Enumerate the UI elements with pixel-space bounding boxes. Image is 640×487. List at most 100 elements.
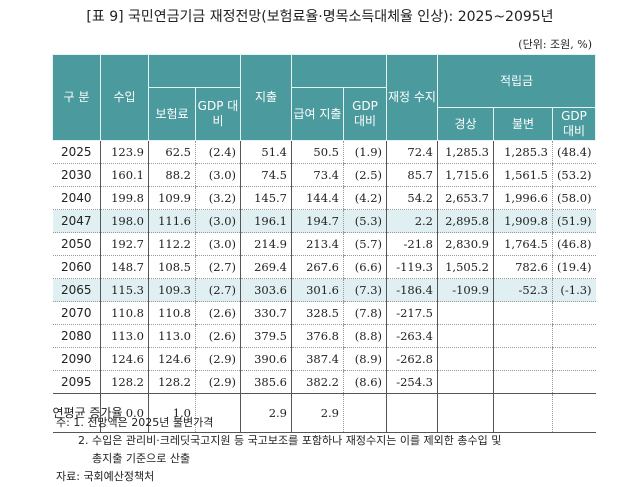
- table-row: 2090 124.6 124.6 (2.9) 390.6 387.4 (8.9) -262.8: [52, 347, 596, 371]
- table-cell: 112.2: [148, 232, 196, 256]
- header-gubun: 구 분: [52, 54, 101, 141]
- table-cell: 109.9: [148, 186, 196, 210]
- table-cell: [493, 301, 553, 325]
- table-cell: [551, 370, 596, 394]
- source: 자료: 국회예산정책처: [56, 470, 155, 483]
- table-cell: 379.5: [240, 324, 292, 348]
- table-cell: 1,285.3: [437, 140, 494, 164]
- table-cell: (2.6): [195, 324, 241, 348]
- table-row: 2070 110.8 110.8 (2.6) 330.7 328.5 (7.8) -217.5: [52, 301, 596, 325]
- header-reserve-gdp: GDP 대비: [551, 107, 597, 141]
- table-cell: 51.4: [240, 140, 292, 164]
- header-expend: 지출: [240, 54, 292, 141]
- table-cell: 782.6: [493, 255, 553, 279]
- table-cell: 145.7: [240, 186, 292, 210]
- table-cell: 113.0: [148, 324, 196, 348]
- table-cell: -186.4: [386, 278, 438, 302]
- unit-label: (단위: 조원, %): [518, 38, 592, 51]
- table-cell: 1,505.2: [437, 255, 494, 279]
- table-cell: -119.3: [386, 255, 438, 279]
- table-cell: [551, 301, 596, 325]
- table-cell: 72.4: [386, 140, 438, 164]
- table-cell: (51.9): [551, 209, 596, 233]
- table-cell: -21.8: [386, 232, 438, 256]
- table-cell: (48.4): [551, 140, 596, 164]
- row-label: 2040: [52, 186, 101, 210]
- table-cell: -263.4: [386, 324, 438, 348]
- table-cell: (5.7): [343, 232, 387, 256]
- table-cell: [551, 324, 596, 348]
- table-cell: 108.5: [148, 255, 196, 279]
- table-cell: 387.4: [291, 347, 344, 371]
- table-title: [표 9] 국민연금기금 재정전망(보험료율·명목소득대체율 인상): 2025…: [86, 9, 554, 25]
- table-cell: 115.3: [100, 278, 149, 302]
- table-cell: 124.6: [100, 347, 149, 371]
- table-cell: 390.6: [240, 347, 292, 371]
- table-cell: 128.2: [100, 370, 149, 394]
- table-cell: (3.0): [195, 232, 241, 256]
- table-cell: (3.0): [195, 163, 241, 187]
- table-cell: [493, 370, 553, 394]
- table-cell: (7.8): [343, 301, 387, 325]
- header-premium-gdp: GDP 대비: [195, 87, 241, 141]
- row-label: 2065: [52, 278, 101, 302]
- table-cell: [493, 393, 553, 433]
- table-cell: 2,895.8: [437, 209, 494, 233]
- table-cell: (7.3): [343, 278, 387, 302]
- table-cell: 74.5: [240, 163, 292, 187]
- table-cell: 2,830.9: [437, 232, 494, 256]
- table-cell: (8.8): [343, 324, 387, 348]
- table-cell: [493, 324, 553, 348]
- table-cell: 144.4: [291, 186, 344, 210]
- table-cell: (2.7): [195, 278, 241, 302]
- row-label: 2047: [52, 209, 101, 233]
- table-cell: 198.0: [100, 209, 149, 233]
- table-cell: (8.6): [343, 370, 387, 394]
- table-cell: (-1.3): [551, 278, 596, 302]
- table-row: 연평균 증가율 0.0 1.0 2.9 2.9: [52, 393, 596, 433]
- header-benefit: 급여 지출: [291, 87, 344, 141]
- row-label: 2080: [52, 324, 101, 348]
- table-row: 2025 123.9 62.5 (2.4) 51.4 50.5 (1.9) 72.4 1,285…: [52, 140, 596, 164]
- table-cell: -262.8: [386, 347, 438, 371]
- table-cell: 109.3: [148, 278, 196, 302]
- table-cell: -109.9: [437, 278, 494, 302]
- table-cell: (2.5): [343, 163, 387, 187]
- table-cell: (5.3): [343, 209, 387, 233]
- header-premium: 보험료: [148, 87, 196, 141]
- table-cell: 2.2: [386, 209, 438, 233]
- table-cell: 213.4: [291, 232, 344, 256]
- row-label: 2030: [52, 163, 101, 187]
- table-cell: 110.8: [100, 301, 149, 325]
- row-label: 2090: [52, 347, 101, 371]
- table-cell: 110.8: [148, 301, 196, 325]
- note-2: 2. 수입은 관리비·크레딧국고지원 등 국고보조를 포함하나 재정수지는 이를…: [78, 434, 502, 447]
- table-cell: 85.7: [386, 163, 438, 187]
- table-cell: 88.2: [148, 163, 196, 187]
- table-cell: 113.0: [100, 324, 149, 348]
- fiscal-projection-table: 구 분 수입 지출 재정 수지 적립금 보험료 GDP 대비 급여 지출 GDP 대비 경상 불…: [52, 54, 597, 433]
- table-cell: 1,909.8: [493, 209, 553, 233]
- table-cell: (4.2): [343, 186, 387, 210]
- table-cell: [437, 301, 494, 325]
- header-reserve: 적립금: [436, 54, 597, 108]
- table-cell: 269.4: [240, 255, 292, 279]
- row-label: 2060: [52, 255, 101, 279]
- table-cell: [551, 347, 596, 371]
- table-cell: -217.5: [386, 301, 438, 325]
- header-benefit-gdp: GDP 대비: [343, 87, 387, 141]
- table-cell: 1,715.6: [437, 163, 494, 187]
- table-cell: 1,561.5: [493, 163, 553, 187]
- table-cell: 330.7: [240, 301, 292, 325]
- row-label: 2095: [52, 370, 101, 394]
- table-cell: (3.0): [195, 209, 241, 233]
- table-cell: 123.9: [100, 140, 149, 164]
- table-cell: (53.2): [551, 163, 596, 187]
- table-cell: (58.0): [551, 186, 596, 210]
- table-cell: 54.2: [386, 186, 438, 210]
- table-cell: 160.1: [100, 163, 149, 187]
- row-label: 2025: [52, 140, 101, 164]
- table-cell: 303.6: [240, 278, 292, 302]
- table-row: 2095 128.2 128.2 (2.9) 385.6 382.2 (8.6) -254.3: [52, 370, 596, 394]
- table-cell: (2.9): [195, 347, 241, 371]
